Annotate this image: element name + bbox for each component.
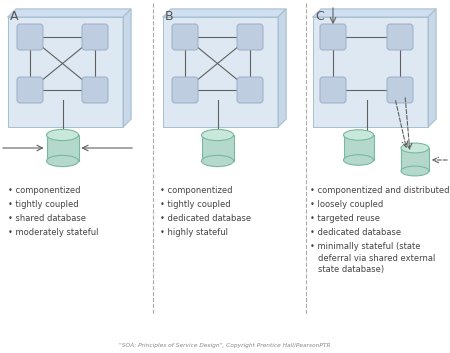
FancyBboxPatch shape (172, 77, 198, 103)
Text: • dedicated database: • dedicated database (160, 214, 251, 223)
Polygon shape (163, 9, 286, 17)
Ellipse shape (46, 155, 78, 167)
FancyBboxPatch shape (82, 77, 108, 103)
Text: • dedicated database: • dedicated database (310, 228, 401, 237)
Polygon shape (46, 135, 78, 161)
Text: • shared database: • shared database (8, 214, 86, 223)
Polygon shape (8, 9, 131, 17)
FancyBboxPatch shape (387, 77, 413, 103)
Ellipse shape (401, 166, 429, 176)
Polygon shape (313, 9, 436, 17)
FancyBboxPatch shape (163, 17, 278, 127)
Text: B: B (165, 10, 174, 23)
Text: • highly stateful: • highly stateful (160, 228, 228, 237)
Text: • componentized: • componentized (8, 186, 81, 195)
Text: "SOA: Principles of Service Design", Copyright Prentice Hall/PearsonPTR: "SOA: Principles of Service Design", Cop… (119, 343, 331, 348)
Polygon shape (343, 135, 374, 160)
FancyBboxPatch shape (387, 24, 413, 50)
FancyBboxPatch shape (320, 24, 346, 50)
FancyBboxPatch shape (320, 77, 346, 103)
Ellipse shape (343, 130, 374, 140)
FancyBboxPatch shape (82, 24, 108, 50)
Ellipse shape (343, 155, 374, 165)
Ellipse shape (46, 130, 78, 140)
Text: A: A (10, 10, 18, 23)
Polygon shape (123, 9, 131, 127)
FancyBboxPatch shape (17, 77, 43, 103)
Polygon shape (428, 9, 436, 127)
FancyBboxPatch shape (8, 17, 123, 127)
Ellipse shape (202, 155, 234, 167)
FancyBboxPatch shape (313, 17, 428, 127)
Text: • minimally stateful (state: • minimally stateful (state (310, 242, 420, 251)
Text: C: C (315, 10, 324, 23)
Text: • componentized and distributed: • componentized and distributed (310, 186, 450, 195)
Polygon shape (278, 9, 286, 127)
Text: • tightly coupled: • tightly coupled (8, 200, 79, 209)
Text: deferral via shared external: deferral via shared external (318, 254, 436, 263)
Text: • moderately stateful: • moderately stateful (8, 228, 99, 237)
Text: • targeted reuse: • targeted reuse (310, 214, 380, 223)
FancyBboxPatch shape (237, 24, 263, 50)
FancyBboxPatch shape (313, 17, 428, 127)
Polygon shape (202, 135, 234, 161)
Ellipse shape (202, 130, 234, 140)
FancyBboxPatch shape (172, 24, 198, 50)
FancyBboxPatch shape (17, 24, 43, 50)
FancyBboxPatch shape (8, 17, 123, 127)
Polygon shape (401, 148, 429, 171)
Text: • tightly coupled: • tightly coupled (160, 200, 230, 209)
Ellipse shape (401, 143, 429, 153)
Text: state database): state database) (318, 265, 384, 274)
Text: • loosely coupled: • loosely coupled (310, 200, 383, 209)
Text: • componentized: • componentized (160, 186, 233, 195)
FancyBboxPatch shape (237, 77, 263, 103)
FancyBboxPatch shape (163, 17, 278, 127)
